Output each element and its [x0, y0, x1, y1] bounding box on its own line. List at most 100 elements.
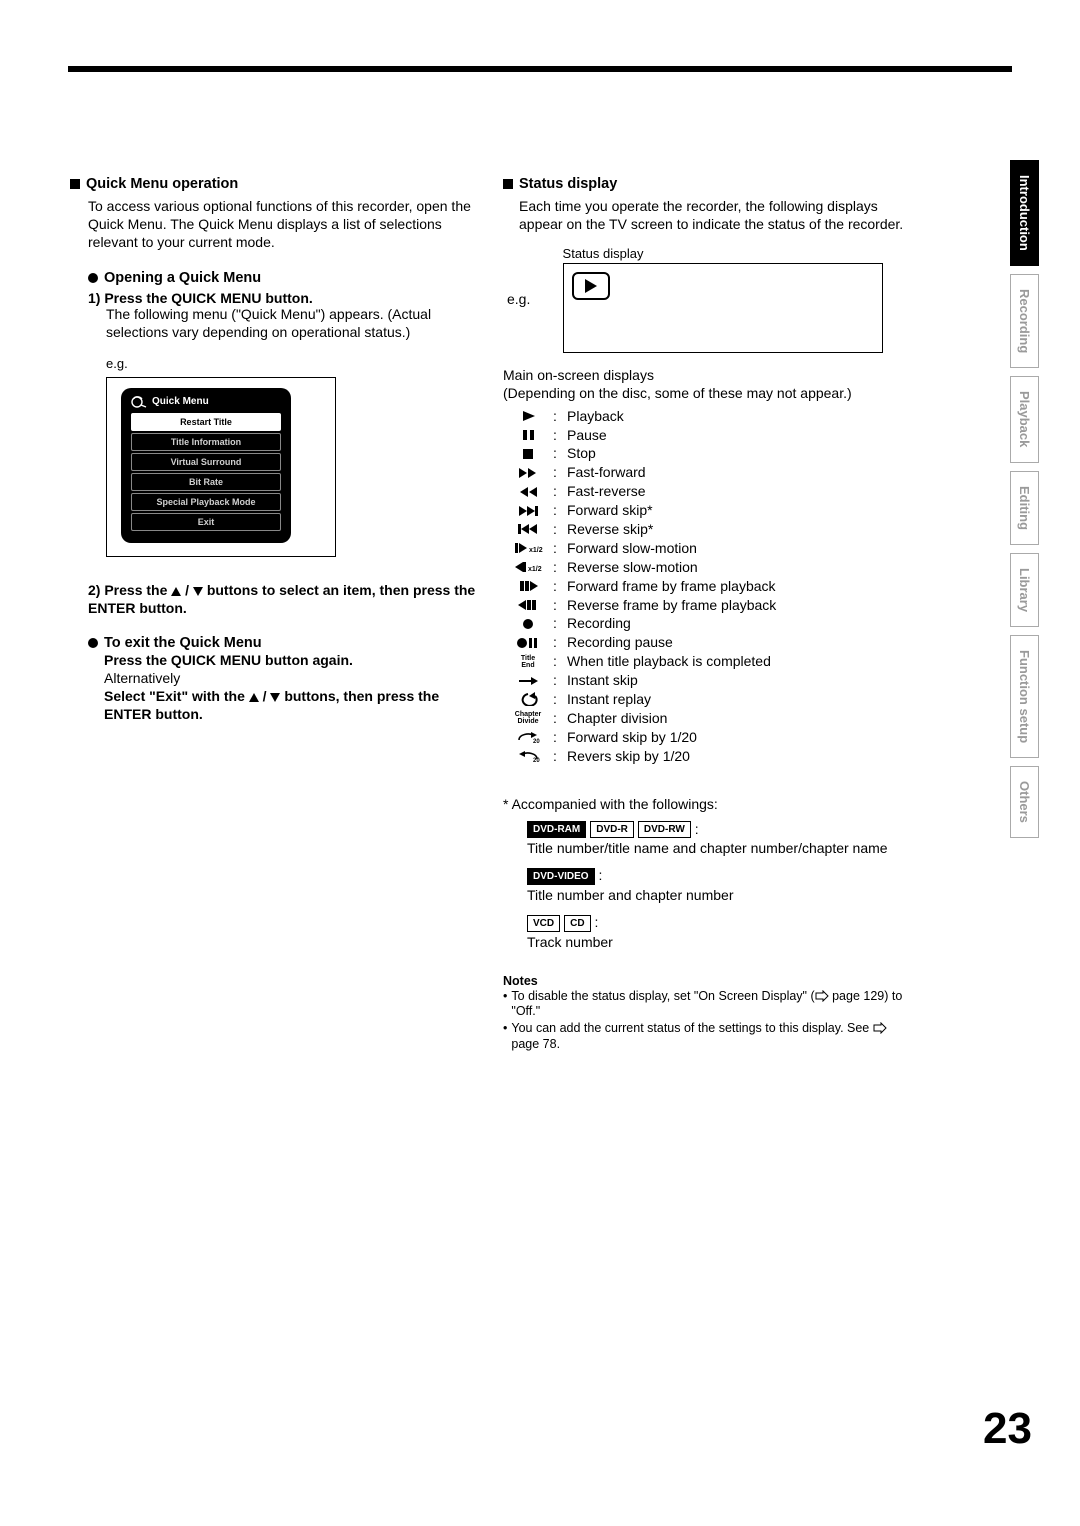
colon: :	[553, 690, 567, 709]
colon: :	[553, 407, 567, 426]
opening-quick-menu-heading: Opening a Quick Menu	[88, 270, 477, 286]
side-tab-playback[interactable]: Playback	[1010, 376, 1039, 462]
disc-group-3: VCDCD :	[527, 913, 910, 932]
side-tab-editing[interactable]: Editing	[1010, 471, 1039, 545]
quick-menu-item: Restart Title	[131, 413, 281, 431]
quick-menu-panel: Quick Menu Restart TitleTitle Informatio…	[121, 388, 291, 543]
note-2: • You can add the current status of the …	[503, 1021, 910, 1052]
status-icon-list: :Playback:Pause:Stop:Fast-forward:Fast-r…	[503, 407, 910, 766]
disc-chips: DVD-VIDEO	[527, 868, 595, 885]
colon: :	[553, 558, 567, 577]
quick-menu-item: Special Playback Mode	[131, 493, 281, 511]
colon: :	[553, 709, 567, 728]
status-icon-row: :Forward skip*	[503, 501, 910, 520]
status-icon-label: Fast-reverse	[567, 482, 646, 501]
side-tab-library[interactable]: Library	[1010, 553, 1039, 627]
pause-icon	[503, 428, 553, 442]
exit-instructions: Press the QUICK MENU button again. Alter…	[104, 651, 477, 724]
disc-group-1: DVD-RAMDVD-RDVD-RW :	[527, 820, 910, 839]
status-icon-row: :Instant replay	[503, 690, 910, 709]
circle-bullet-icon	[88, 273, 98, 283]
status-icon-row: :Stop	[503, 444, 910, 463]
svg-text:x1/2: x1/2	[529, 547, 543, 554]
status-icon-label: Stop	[567, 444, 596, 463]
side-tab-function-setup[interactable]: Function setup	[1010, 635, 1039, 758]
fslow-icon: x1/2	[503, 541, 553, 555]
disc-chip: DVD-RW	[638, 821, 691, 838]
bullet-dot: •	[503, 1021, 507, 1052]
up-arrow-icon	[249, 693, 259, 702]
page-number: 23	[983, 1404, 1032, 1454]
status-icon-label: Forward frame by frame playback	[567, 577, 776, 596]
rskip-icon	[503, 522, 553, 536]
side-tab-introduction[interactable]: Introduction	[1010, 160, 1039, 266]
iskip-icon	[503, 674, 553, 688]
disc-group-1-text: Title number/title name and chapter numb…	[527, 840, 910, 858]
fr-icon	[503, 485, 553, 499]
status-icon-label: Reverse frame by frame playback	[567, 596, 776, 615]
status-icon-row: :Reverse frame by frame playback	[503, 596, 910, 615]
disc-group-2: DVD-VIDEO :	[527, 866, 910, 885]
status-icon-row: x1/2:Forward slow-motion	[503, 539, 910, 558]
colon: :	[553, 596, 567, 615]
colon: :	[553, 444, 567, 463]
square-bullet-icon	[70, 179, 80, 189]
disc-chip: DVD-RAM	[527, 821, 586, 838]
quick-menu-screenshot-frame: Quick Menu Restart TitleTitle Informatio…	[106, 377, 336, 557]
status-icon-row: 20:Forward skip by 1/20	[503, 728, 910, 747]
status-icon-row: ChapterDivide:Chapter division	[503, 709, 910, 728]
disc-group-3-text: Track number	[527, 934, 910, 952]
status-icon-row: :Pause	[503, 426, 910, 445]
play-icon	[503, 409, 553, 423]
side-tab-others[interactable]: Others	[1010, 766, 1039, 838]
svg-text:20: 20	[533, 758, 540, 763]
status-icon-label: Recording	[567, 614, 631, 633]
quick-menu-operation-heading: Quick Menu operation	[70, 176, 477, 192]
status-display-example: e.g.	[507, 263, 910, 353]
quick-menu-intro: To access various optional functions of …	[88, 198, 477, 252]
page-arrow-icon	[873, 1022, 887, 1034]
side-tabs: Introduction Recording Playback Editing Libr…	[1010, 160, 1044, 846]
quick-menu-title-text: Quick Menu	[152, 396, 209, 407]
disc-chip: DVD-R	[590, 821, 634, 838]
status-icon-label: Forward skip by 1/20	[567, 728, 697, 747]
tv-screen-frame	[563, 263, 883, 353]
rec-icon	[503, 617, 553, 631]
colon: :	[553, 577, 567, 596]
left-column: Quick Menu operation To access various o…	[70, 176, 477, 1052]
colon: :	[553, 426, 567, 445]
play-icon	[585, 279, 597, 293]
status-icon-label: Instant replay	[567, 690, 651, 709]
exit-quick-menu-heading: To exit the Quick Menu	[88, 635, 477, 651]
exit-alternatively: Alternatively	[104, 669, 477, 687]
quick-menu-title-row: Quick Menu	[131, 396, 281, 408]
chdiv-icon: ChapterDivide	[503, 711, 553, 725]
status-icon-label: Forward slow-motion	[567, 539, 697, 558]
status-icon-row: x1/2:Reverse slow-motion	[503, 558, 910, 577]
colon: :	[553, 482, 567, 501]
status-chip	[572, 272, 610, 300]
content-columns: Quick Menu operation To access various o…	[70, 176, 910, 1052]
quick-menu-item: Virtual Surround	[131, 453, 281, 471]
down-arrow-icon	[193, 587, 203, 596]
side-tab-recording[interactable]: Recording	[1010, 274, 1039, 368]
status-icon-label: Recording pause	[567, 633, 673, 652]
colon: :	[553, 520, 567, 539]
colon: :	[553, 671, 567, 690]
status-icon-label: Forward skip*	[567, 501, 653, 520]
step-2: 2) Press the / buttons to select an item…	[88, 581, 477, 617]
square-bullet-icon	[503, 179, 513, 189]
status-icon-row: :Fast-forward	[503, 463, 910, 482]
colon: :	[553, 747, 567, 766]
status-icon-row: :Recording pause	[503, 633, 910, 652]
status-icon-row: 20:Revers skip by 1/20	[503, 747, 910, 766]
bullet-dot: •	[503, 989, 507, 1020]
circle-bullet-icon	[88, 638, 98, 648]
exit-line-2: Select "Exit" with the / buttons, then p…	[104, 687, 477, 723]
page-arrow-icon	[815, 990, 829, 1002]
example-label: e.g.	[106, 356, 477, 371]
rs20-icon: 20	[503, 749, 553, 763]
colon: :	[553, 501, 567, 520]
fframe-icon	[503, 579, 553, 593]
disc-chip: CD	[564, 915, 590, 932]
